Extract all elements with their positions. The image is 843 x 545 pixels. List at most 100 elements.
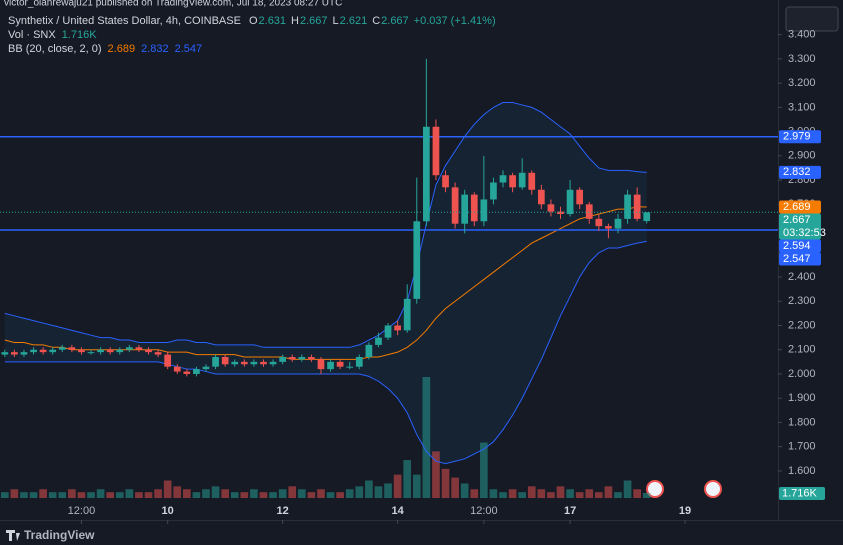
volume-bar — [480, 442, 488, 498]
candle-body — [518, 172, 526, 188]
candle-body — [365, 344, 373, 358]
x-tick-label: 12:00 — [68, 505, 96, 517]
x-tick-label: 12:00 — [470, 505, 498, 517]
candle-body — [480, 199, 488, 222]
candle-body — [154, 352, 162, 355]
candle-body — [106, 349, 114, 353]
candle-body — [643, 212, 651, 222]
candle-body — [97, 349, 104, 353]
y-tick-label: 3.200 — [788, 77, 816, 89]
volume-bar — [58, 492, 67, 498]
candle-body — [221, 357, 229, 365]
volume-bar — [499, 492, 507, 498]
ohlc-key: C — [372, 15, 380, 27]
volume-bar — [633, 489, 641, 498]
brand: TradingView — [24, 528, 95, 542]
logo: TradingView — [6, 528, 95, 542]
y-tick-label: 1.700 — [788, 441, 816, 453]
candle-body — [576, 189, 584, 205]
candle-body — [288, 357, 296, 360]
candle-body — [605, 226, 612, 229]
volume-bar — [384, 483, 392, 498]
price-badge — [779, 213, 821, 240]
change: +0.037 (+1.41%) — [414, 15, 496, 27]
volume-bar — [278, 489, 287, 498]
volume-bar — [163, 480, 172, 498]
volume-bar — [642, 492, 651, 498]
y-tick-label: 2.300 — [788, 295, 816, 307]
candle-body — [432, 126, 440, 176]
volume-bar — [566, 489, 574, 498]
candle-body — [336, 361, 344, 367]
price-badge — [779, 252, 821, 266]
volume-bar — [288, 486, 297, 498]
candle-body — [537, 189, 545, 205]
candle-body — [394, 325, 401, 331]
volume-bar — [96, 489, 105, 498]
volume-bar — [250, 489, 258, 498]
candle-body — [78, 349, 85, 353]
bb-line — [4, 240, 647, 465]
ohlc-value: 2.631 — [259, 15, 287, 27]
volume-bar — [527, 486, 536, 498]
volume-bar — [432, 451, 440, 498]
volume-bar — [87, 492, 95, 498]
candle-body — [509, 175, 516, 188]
candle-body — [346, 366, 354, 368]
candle-body — [30, 349, 37, 353]
volume-badge — [779, 487, 825, 500]
volume-bar — [125, 489, 134, 498]
ohlc-key: O — [249, 15, 258, 27]
volume-bar — [115, 492, 124, 498]
candle-body — [20, 352, 28, 355]
event-icons[interactable] — [646, 480, 722, 498]
attribution: victor_olanrewaju21 published on Trading… — [4, 0, 342, 9]
volume-bar — [460, 483, 469, 498]
volume-bar — [585, 489, 594, 498]
volume-bar — [575, 492, 584, 498]
y-tick-label: 2.000 — [788, 368, 816, 380]
y-tick-label: 1.600 — [788, 465, 816, 477]
volume-bar — [412, 474, 421, 498]
countdown: 03:32:53 — [783, 227, 826, 239]
candle-body — [145, 349, 152, 353]
candle-body — [11, 352, 18, 355]
candle-body — [490, 182, 497, 200]
y-tick-label: 3.400 — [788, 29, 816, 41]
candle-body — [384, 325, 392, 338]
price-badge-label: 2.689 — [783, 201, 811, 213]
candle-body — [470, 194, 478, 222]
ohlc-value: 2.667 — [381, 15, 409, 27]
candle-body — [327, 361, 334, 370]
candle-body — [403, 298, 411, 331]
y-tick-label: 2.100 — [788, 344, 816, 356]
candle-body — [135, 347, 143, 350]
candle-body — [231, 361, 239, 365]
indicator-name: BB (20, close, 2, 0) — [8, 43, 102, 55]
volume-bar — [365, 480, 373, 498]
volume-bar — [441, 468, 450, 498]
candle-body — [499, 175, 507, 183]
volume-bar — [326, 492, 335, 498]
candle-body — [269, 361, 277, 365]
volume-bar — [230, 492, 239, 498]
candle-body — [49, 349, 57, 353]
x-tick-label: 14 — [391, 505, 404, 517]
candle-body — [125, 347, 133, 350]
volume-bar — [39, 489, 47, 498]
candle-body — [193, 369, 200, 374]
volume-bar — [345, 489, 354, 498]
x-tick-label: 17 — [564, 505, 576, 517]
candle-body — [68, 347, 76, 350]
y-tick-label: 3.100 — [788, 101, 816, 113]
volume-bar — [221, 489, 229, 498]
indicator-value: 2.832 — [141, 43, 169, 55]
volume-bar — [106, 492, 115, 498]
axis-button[interactable] — [785, 6, 839, 32]
candle-body — [164, 354, 172, 367]
candle-body — [298, 357, 306, 360]
volume-bar — [470, 489, 479, 498]
price-badge-label: 2.547 — [783, 253, 811, 265]
volume-bar — [173, 486, 182, 498]
